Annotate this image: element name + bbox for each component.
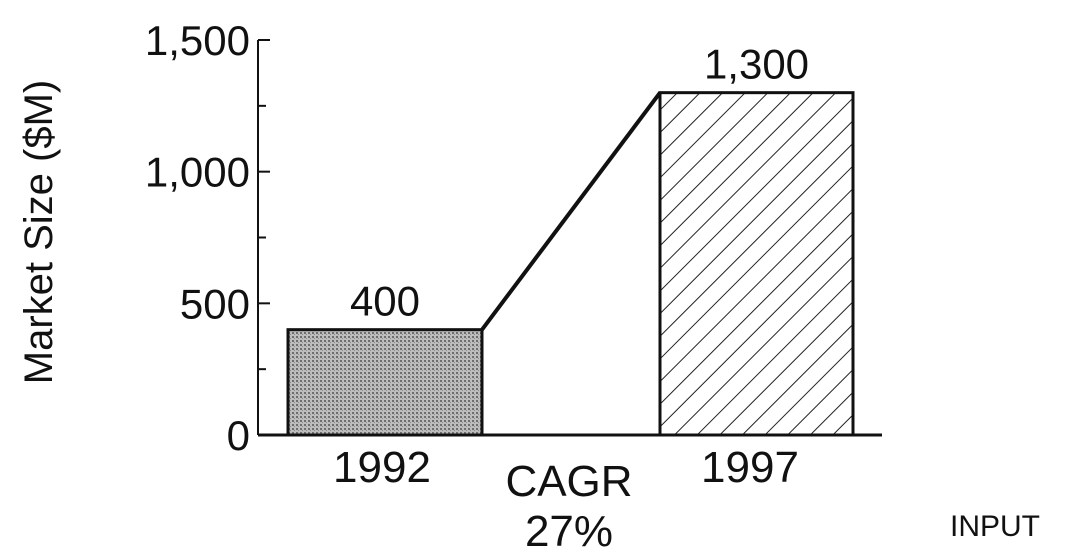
y-tick-label: 1,000 <box>145 149 250 196</box>
category-labels: 1992 1997 <box>333 443 799 492</box>
y-axis-label: Market Size ($M) <box>17 80 61 385</box>
y-tick-label: 0 <box>227 412 250 459</box>
y-axis: 0 500 1,000 1,500 <box>145 17 270 459</box>
x-tick-label: 1992 <box>333 443 431 492</box>
growth-connector-line <box>480 91 662 331</box>
bar-1992 <box>286 328 484 437</box>
data-label: 1,300 <box>704 41 809 88</box>
cagr-value: 27% <box>525 507 613 552</box>
bar-1997 <box>658 91 855 437</box>
cagr-label: CAGR <box>505 457 632 506</box>
y-tick-label: 500 <box>180 280 250 327</box>
data-label: 400 <box>350 278 420 325</box>
data-labels: 400 1,300 <box>350 41 809 325</box>
footer-input-label: INPUT <box>950 510 1040 543</box>
bars <box>286 91 855 437</box>
x-tick-label: 1997 <box>701 443 799 492</box>
y-tick-label: 1,500 <box>145 17 250 64</box>
